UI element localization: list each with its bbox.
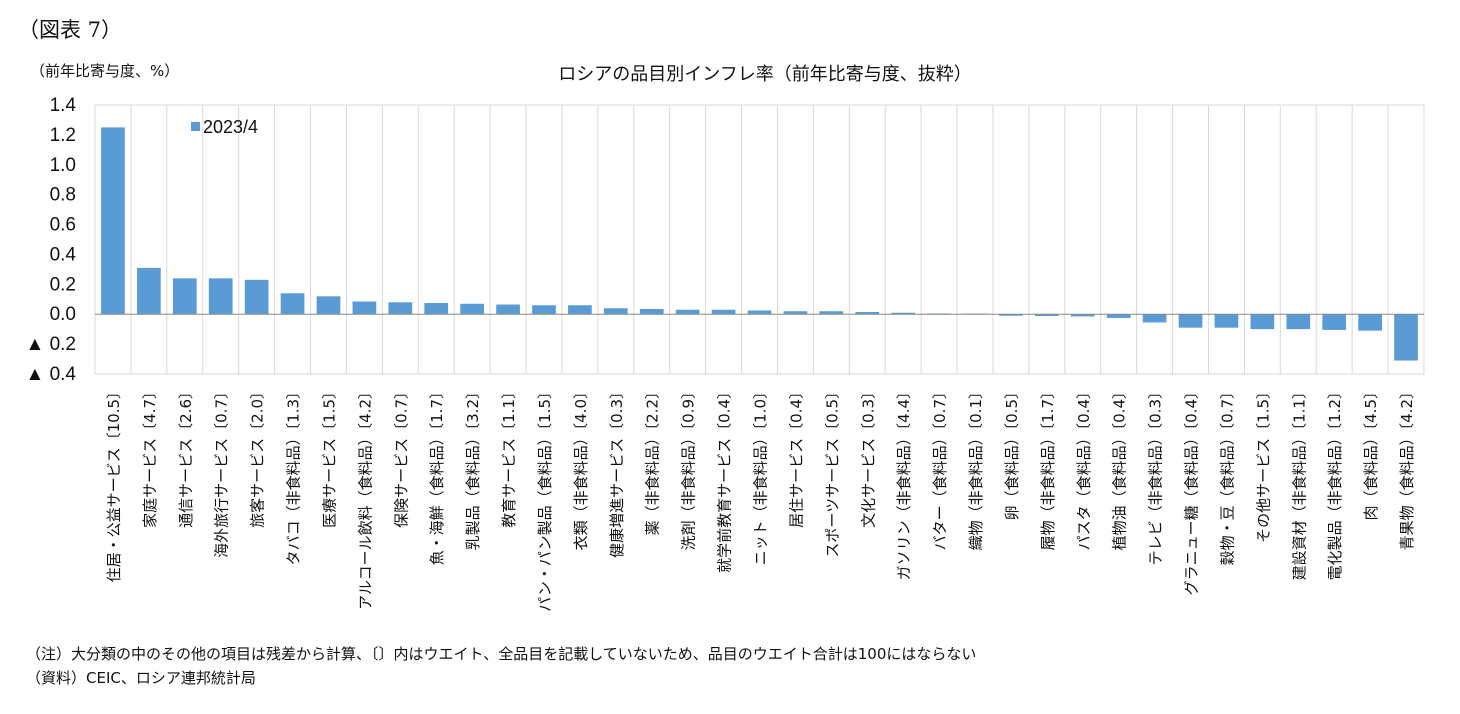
footnote: （注）大分類の中のその他の項目は残差から計算、〔〕内はウエイト、全品目を記載して… [26,645,977,663]
y-tick-label: 1.4 [50,95,77,116]
chart-title: ロシアの品目別インフレ率（前年比寄与度、抜粋） [558,64,972,85]
x-category-label: アルコール飲料（食料品）〔4.2〕 [356,384,374,610]
bar [1106,314,1131,318]
x-category-label: 健康増進サービス〔0.3〕 [608,384,626,558]
bar [711,309,736,315]
bar [244,279,269,315]
x-category-label: 肉（食料品）〔4.5〕 [1362,384,1380,520]
x-category-label: 履物（非食料品）〔1.7〕 [1039,384,1057,550]
bar [352,301,377,315]
bar [1322,314,1347,330]
x-category-label: 衣類（非食料品）〔4.0〕 [572,384,590,550]
x-category-label: 旅客サービス〔2.0〕 [249,384,267,528]
bar [999,314,1023,316]
bar [819,311,844,315]
x-category-label: 卵（食料品）〔0.5〕 [1003,384,1021,520]
legend-swatch [191,122,200,131]
bar [1142,314,1167,323]
bar [783,311,808,315]
bar [101,127,125,315]
bar [1070,314,1095,317]
y-tick-label: 1.2 [50,125,76,146]
x-category-label: ニット（非食料品）〔1.0〕 [752,384,770,565]
x-category-label: ガソリン（非食料品）〔4.4〕 [895,384,913,580]
x-category-label: バター（食料品）〔0.7〕 [931,384,949,550]
bar [1358,314,1382,331]
x-category-label: 青果物（食料品）〔4.2〕 [1398,384,1416,550]
bar [280,293,305,315]
x-category-label: パスタ（食料品）〔0.4〕 [1075,384,1093,550]
figure-label: （図表 7） [18,18,123,42]
y-tick-label: 0.6 [50,215,76,236]
bar [747,310,772,315]
bar [1034,314,1059,317]
bar [675,309,700,315]
x-category-label: 穀物・豆（食料品）〔0.7〕 [1218,384,1236,565]
x-category-label: 織物（非食料品）〔0.1〕 [967,384,985,550]
bar [532,305,556,315]
bar [172,278,197,315]
bar [855,311,880,315]
x-category-label: 建設資材（非食料品）〔1.1〕 [1290,384,1308,580]
x-category-label: 洗剤（非食料品）〔0.9〕 [680,384,698,550]
y-tick-label: 0.2 [50,274,76,295]
bar [639,308,664,315]
source-note: （資料）CEIC、ロシア連邦統計局 [26,669,256,687]
bar [1394,314,1418,361]
bar [460,303,485,315]
x-category-label: 医療サービス〔1.5〕 [320,384,338,528]
x-category-label: 保険サービス〔0.7〕 [392,384,410,528]
legend-label: 2023/4 [203,117,258,137]
x-category-label: 教育サービス〔1.1〕 [500,384,518,528]
x-category-label: テレビ（非食料品）〔0.3〕 [1147,384,1165,565]
bar [568,305,592,315]
y-tick-label: ▲ 0.2 [26,334,77,355]
bar [388,302,413,315]
bar [208,278,233,315]
x-category-label: 通信サービス〔2.6〕 [177,384,195,528]
x-category-label: その他サービス〔1.5〕 [1254,384,1272,543]
bar [603,308,628,315]
y-tick-label: 0.8 [50,185,76,206]
x-category-label: 就学前教育サービス〔0.4〕 [716,384,734,573]
bar [1286,314,1311,330]
bar [137,267,161,315]
x-category-label: 魚・海鮮（食料品）〔1.7〕 [428,384,446,565]
x-category-label: 薬（非食料品）〔2.2〕 [644,384,662,535]
x-category-label: スポーツサービス〔0.5〕 [823,384,841,558]
y-tick-label: ▲ 0.4 [26,364,77,385]
y-axis-unit-label: （前年比寄与度、%） [30,62,180,80]
bar [424,303,449,315]
x-category-label: 植物油（食料品）〔0.4〕 [1111,384,1129,550]
bar [1250,314,1275,330]
x-category-label: 住居・公益サービス〔10.5〕 [105,384,123,582]
y-tick-label: 0.0 [50,304,76,325]
y-tick-label: 1.0 [50,155,76,176]
plot-area [94,104,1425,375]
x-category-label: 居住サービス〔0.4〕 [787,384,805,528]
x-category-label: 海外旅行サービス〔0.7〕 [213,384,231,558]
x-category-label: グラニュー糖（食料品）〔0.4〕 [1183,384,1201,595]
y-tick-label: 0.4 [50,244,77,265]
bar [316,296,341,315]
bar [1214,314,1239,328]
x-category-label: 乳製品（食料品）〔3.2〕 [464,384,482,550]
bar [1178,314,1203,328]
x-category-label: タバコ（非食料品）〔1.3〕 [285,384,303,565]
bar [891,312,916,315]
x-category-label: 家庭サービス〔4.7〕 [141,384,159,528]
bar [496,304,520,315]
x-category-label: 文化サービス〔0.3〕 [859,384,877,528]
x-category-label: パン・パン製品（食料品）〔1.5〕 [536,384,554,612]
x-category-label: 電化製品（非食料品）〔1.2〕 [1326,384,1344,580]
